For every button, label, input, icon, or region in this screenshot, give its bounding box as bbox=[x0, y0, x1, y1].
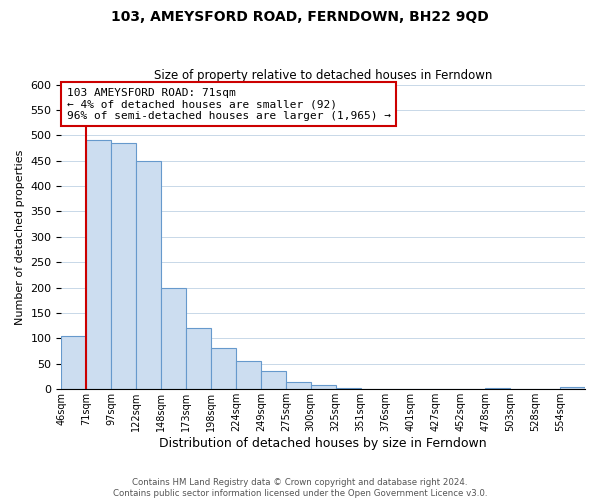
Bar bbox=[286, 382, 311, 389]
Bar bbox=[211, 348, 236, 389]
Bar bbox=[261, 372, 286, 389]
Bar bbox=[161, 288, 186, 389]
Text: 103, AMEYSFORD ROAD, FERNDOWN, BH22 9QD: 103, AMEYSFORD ROAD, FERNDOWN, BH22 9QD bbox=[111, 10, 489, 24]
Bar bbox=[560, 386, 585, 389]
X-axis label: Distribution of detached houses by size in Ferndown: Distribution of detached houses by size … bbox=[160, 437, 487, 450]
Bar bbox=[111, 143, 136, 389]
Bar bbox=[86, 140, 111, 389]
Bar bbox=[236, 361, 261, 389]
Bar bbox=[311, 385, 335, 389]
Bar bbox=[186, 328, 211, 389]
Bar bbox=[61, 336, 86, 389]
Y-axis label: Number of detached properties: Number of detached properties bbox=[15, 149, 25, 324]
Title: Size of property relative to detached houses in Ferndown: Size of property relative to detached ho… bbox=[154, 69, 493, 82]
Bar bbox=[136, 160, 161, 389]
Bar bbox=[485, 388, 510, 389]
Text: Contains HM Land Registry data © Crown copyright and database right 2024.
Contai: Contains HM Land Registry data © Crown c… bbox=[113, 478, 487, 498]
Bar bbox=[335, 388, 361, 389]
Text: 103 AMEYSFORD ROAD: 71sqm
← 4% of detached houses are smaller (92)
96% of semi-d: 103 AMEYSFORD ROAD: 71sqm ← 4% of detach… bbox=[67, 88, 391, 121]
